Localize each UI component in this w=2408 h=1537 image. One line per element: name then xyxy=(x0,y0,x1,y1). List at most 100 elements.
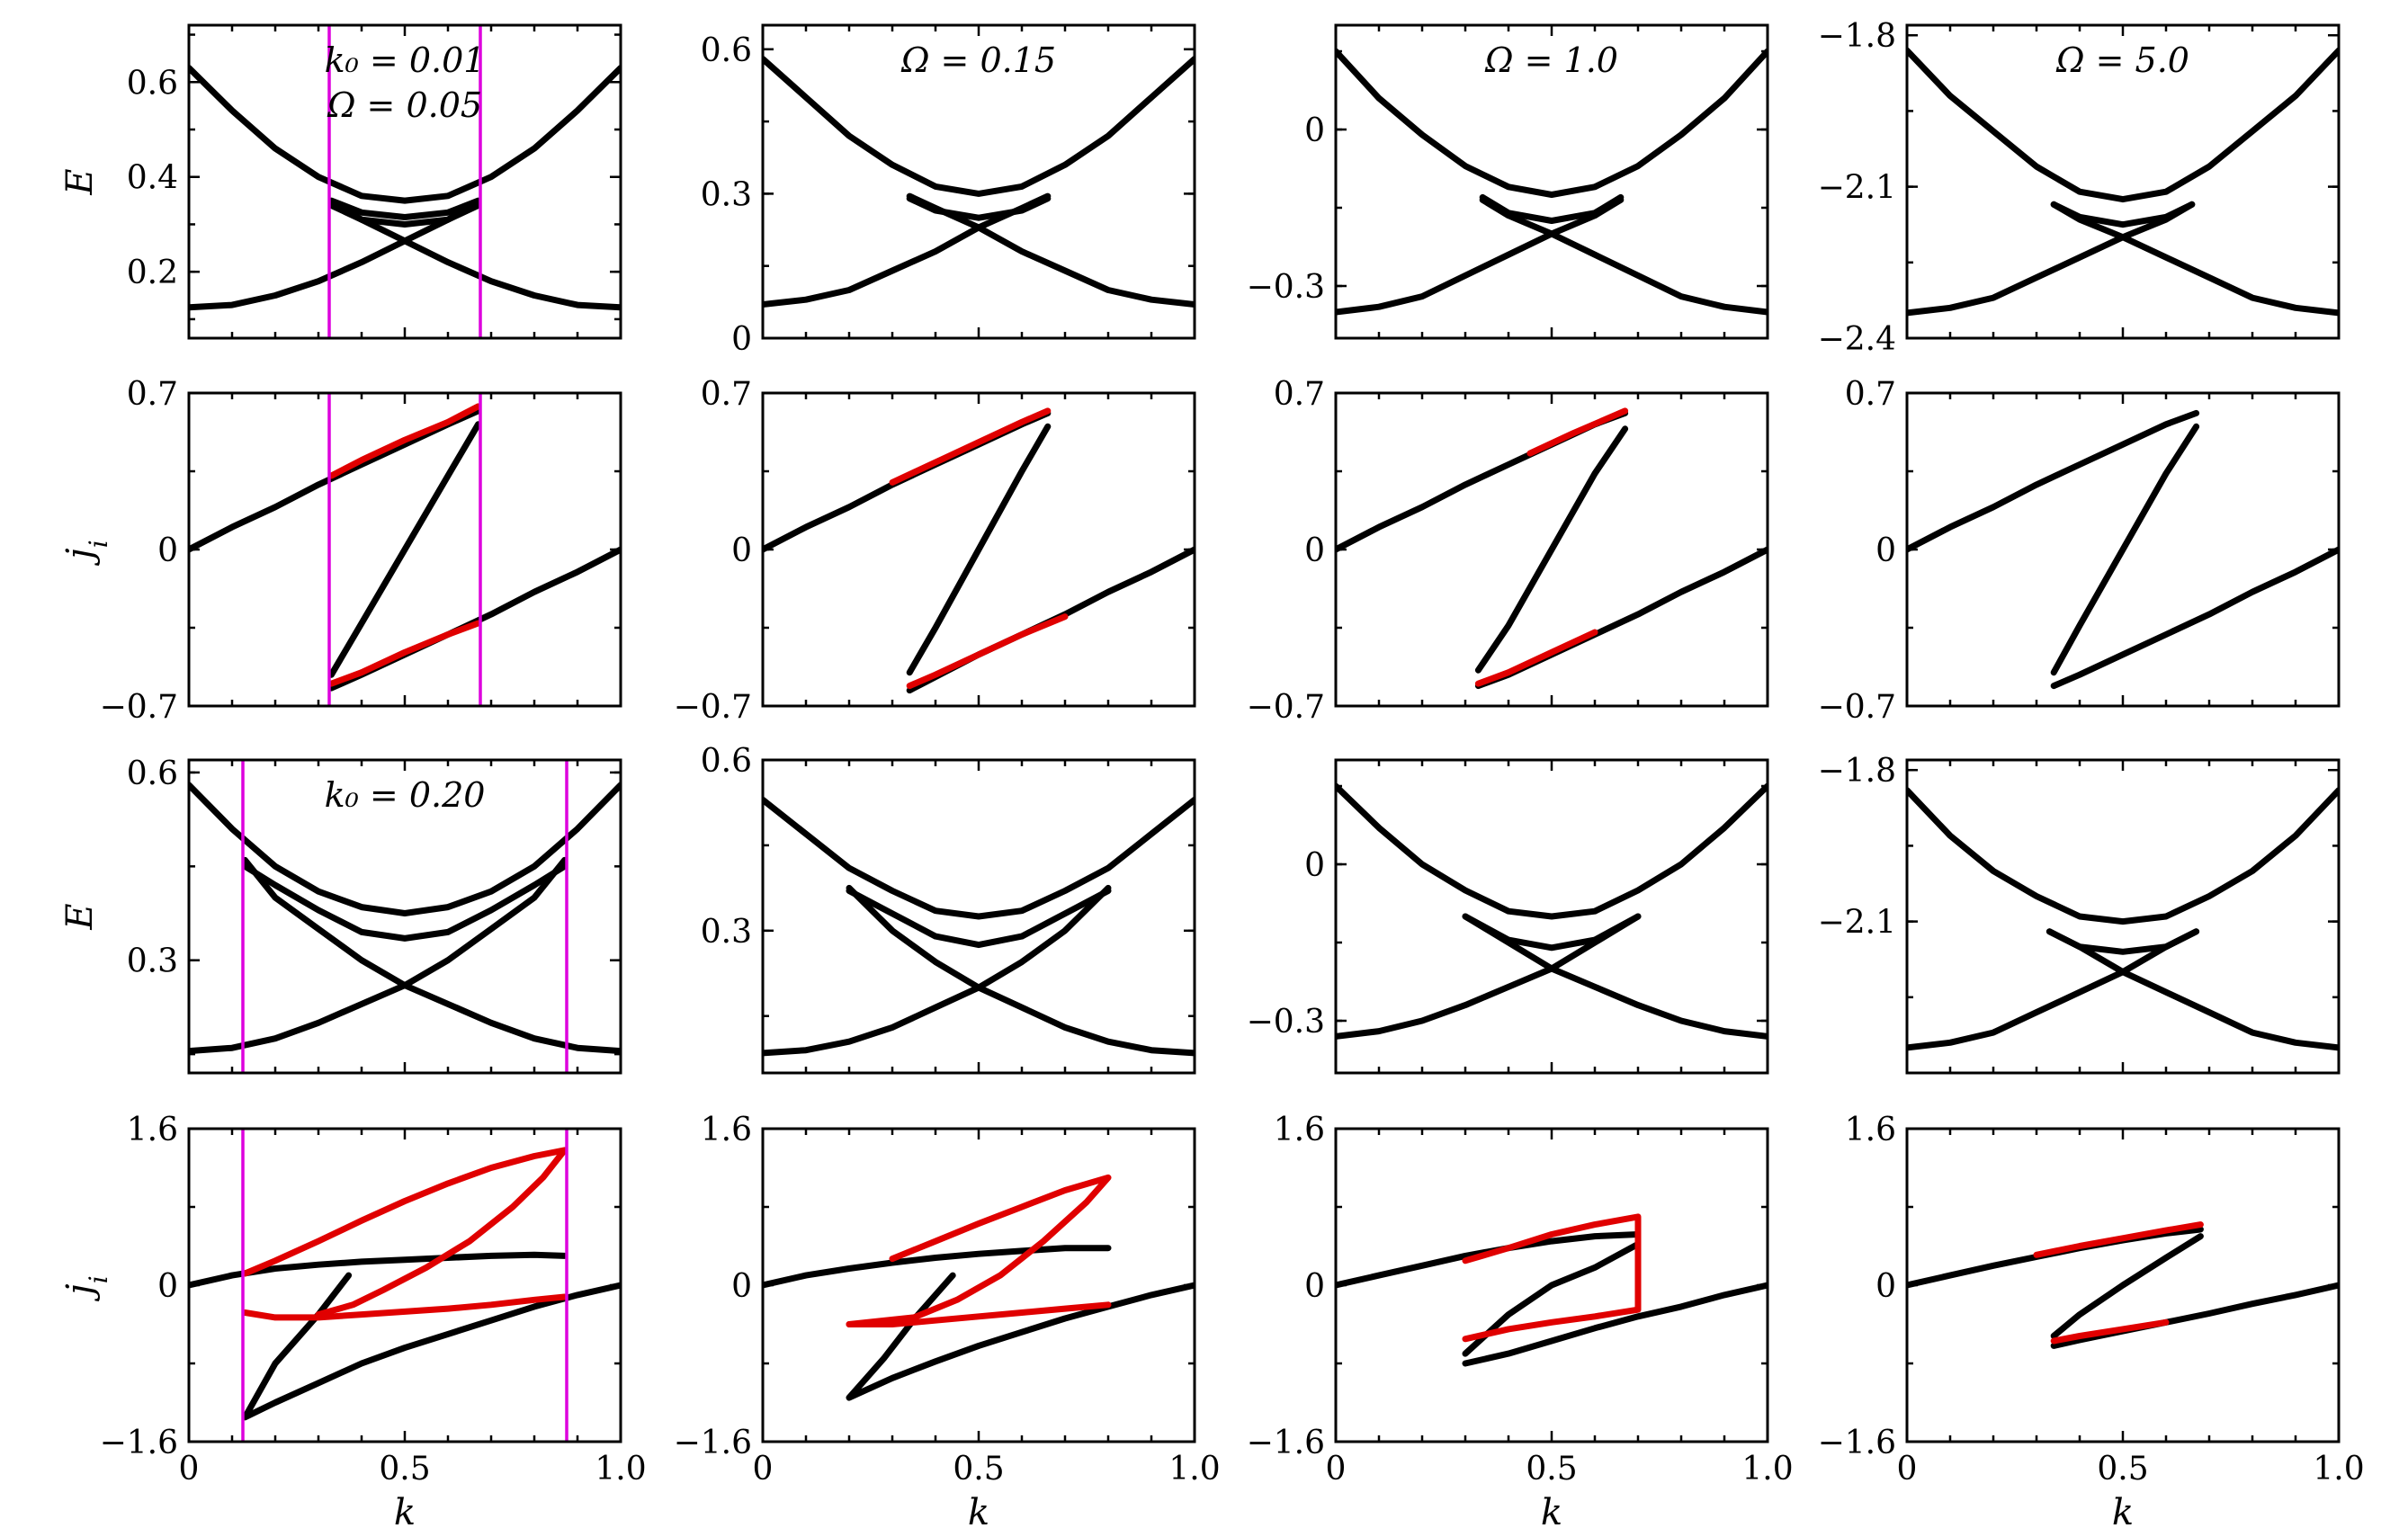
y-tick-label: 0 xyxy=(1304,1268,1325,1305)
panel-annotation: Ω = 1.0 xyxy=(1484,40,1618,80)
series-rising-branch xyxy=(189,856,568,1055)
y-tick-label: 0.6 xyxy=(127,65,178,102)
panel-r2c0: 0.3 0.6 Ek₀ = 0.20 xyxy=(59,755,622,1075)
series-loop-lower xyxy=(846,888,1112,949)
y-tick-label: −1.8 xyxy=(1818,18,1896,55)
y-tick-label: 0 xyxy=(1304,532,1325,569)
panel-annotation: Ω = 5.0 xyxy=(2055,40,2189,80)
x-tick-label: 0.5 xyxy=(953,1451,1004,1488)
y-tick-label: 0.7 xyxy=(701,376,752,413)
y-tick-label: 1.6 xyxy=(127,1112,178,1148)
y-tick-label: 1.6 xyxy=(1274,1112,1325,1148)
series-left-rising-red- xyxy=(327,403,482,479)
panel-r3c0: 0 0.5 1.0k−1.601.6ji xyxy=(59,1112,647,1533)
series-red-loop xyxy=(1462,1213,1642,1343)
y-tick-label: 0 xyxy=(731,1268,752,1305)
series-group xyxy=(1336,48,1768,316)
panel-r2c1: 0.3 0.6 xyxy=(701,743,1196,1075)
panel-r1c1: −0.7 0 0.7 xyxy=(674,376,1196,726)
y-tick-label: 0 xyxy=(731,321,752,358)
y-tick-label: −1.6 xyxy=(1818,1425,1896,1461)
panel-r1c3: −0.7 0 0.7 xyxy=(1818,376,2341,726)
series-upper-band xyxy=(1907,787,2339,925)
series-group xyxy=(1907,1221,2339,1349)
series-falling-branch xyxy=(241,856,621,1055)
y-tick-label: −1.6 xyxy=(674,1425,752,1461)
series-left-rising-red- xyxy=(1526,407,1629,457)
series-loop-upper xyxy=(327,197,482,220)
series-upper-band xyxy=(1907,47,2339,203)
series-red-upper-loop xyxy=(241,1147,568,1318)
series-middle-branch xyxy=(906,423,1052,676)
y-axis-label: ji xyxy=(59,1275,113,1301)
series-right-rising xyxy=(2050,546,2339,690)
y-axis-label: E xyxy=(59,168,101,195)
series-rising-branch xyxy=(763,192,1052,308)
series-black-middle xyxy=(2050,1233,2204,1339)
series-group xyxy=(1336,407,1768,690)
series-left-rising-red- xyxy=(889,407,1052,486)
series-black-right-rising xyxy=(1462,1282,1768,1367)
y-tick-label: 0.3 xyxy=(701,176,752,213)
x-tick-label: 0 xyxy=(179,1451,200,1488)
y-tick-label: 0 xyxy=(1875,1268,1896,1305)
panel-r3c3: 0 0.5 1.0k−1.601.6 xyxy=(1818,1112,2365,1533)
series-left-rising xyxy=(189,407,482,553)
series-black-right-rising xyxy=(2050,1282,2339,1349)
series-left-rising xyxy=(763,409,1052,553)
series-rising-branch xyxy=(1336,196,1625,316)
y-tick-label: −0.7 xyxy=(100,689,178,726)
series-group xyxy=(1336,782,1768,1040)
y-tick-label: −0.7 xyxy=(1247,689,1325,726)
y-tick-label: 0 xyxy=(1304,847,1325,884)
series-falling-branch xyxy=(1479,196,1768,316)
series-rising-branch xyxy=(1907,928,2200,1051)
y-tick-label: 0 xyxy=(157,1268,178,1305)
series-group xyxy=(1907,409,2339,690)
series-black-bottom-loop xyxy=(846,1272,1195,1401)
y-tick-label: −0.3 xyxy=(1247,1004,1325,1041)
panel-r2c3: −2.1 −1.8 xyxy=(1818,753,2341,1075)
axes-frame xyxy=(1905,758,2341,1075)
series-left-rising xyxy=(1336,409,1629,553)
series-group xyxy=(189,65,621,311)
series-group xyxy=(189,403,621,692)
x-tick-label: 1.0 xyxy=(1168,1451,1220,1488)
series-right-rising-red- xyxy=(1474,629,1598,687)
series-right-rising-red- xyxy=(327,620,482,687)
series-red-upper-loop xyxy=(846,1174,1112,1327)
series-falling-branch xyxy=(2050,201,2339,317)
y-tick-label: −1.8 xyxy=(1818,753,1896,790)
series-loop-upper xyxy=(241,862,568,942)
panel-annotation: k₀ = 0.01 xyxy=(325,40,486,80)
x-axis-label: k xyxy=(2112,1492,2134,1533)
y-tick-label: −0.7 xyxy=(1818,689,1896,726)
y-tick-label: 0 xyxy=(1304,112,1325,149)
series-red-lower xyxy=(2050,1318,2170,1345)
x-tick-label: 0.5 xyxy=(1526,1451,1577,1488)
series-upper-band xyxy=(763,56,1195,197)
y-tick-label: −2.1 xyxy=(1818,905,1896,942)
panel-annotation: k₀ = 0.20 xyxy=(325,775,486,815)
y-tick-label: 0 xyxy=(157,532,178,569)
y-tick-label: −0.3 xyxy=(1247,269,1325,306)
panel-r0c3: −2.4 −2.1 −1.8 Ω = 5.0 xyxy=(1818,18,2341,358)
series-rising-branch xyxy=(189,200,482,311)
x-axis-label: k xyxy=(968,1492,989,1533)
series-left-rising xyxy=(1907,409,2200,553)
series-red-upper xyxy=(2033,1221,2204,1258)
y-tick-label: 0.6 xyxy=(701,32,752,69)
series-falling-branch xyxy=(327,200,621,311)
y-tick-label: −2.1 xyxy=(1818,170,1896,207)
series-middle-branch xyxy=(2050,423,2200,676)
y-tick-label: 0 xyxy=(731,532,752,569)
series-falling-branch xyxy=(1462,913,1768,1040)
panel-r1c2: −0.7 0 0.7 xyxy=(1247,376,1769,726)
y-axis-label: E xyxy=(59,903,101,930)
y-tick-label: −1.6 xyxy=(100,1425,178,1461)
series-falling-branch xyxy=(906,192,1195,308)
series-group xyxy=(189,1147,621,1421)
x-axis-label: k xyxy=(394,1492,416,1533)
series-group xyxy=(763,407,1195,694)
